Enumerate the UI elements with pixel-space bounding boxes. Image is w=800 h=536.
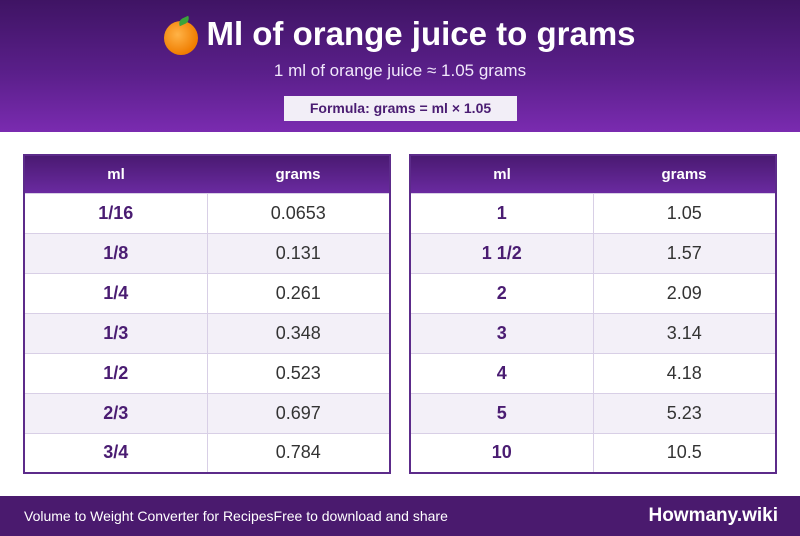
- formula-badge: Formula: grams = ml × 1.05: [284, 96, 517, 121]
- grams-cell: 2.09: [593, 272, 776, 313]
- ml-cell: 1/2: [24, 352, 208, 393]
- grams-cell: 0.697: [207, 392, 390, 433]
- conversion-table-right: ml grams 1 1.05 1 1/2 1.57 2 2.09 3 3.14 4 4.…: [409, 154, 777, 474]
- page-title: Ml of orange juice to grams: [0, 12, 800, 58]
- grams-cell: 4.18: [593, 352, 776, 393]
- table-header-row: ml grams: [410, 155, 776, 193]
- ml-cell: 1: [410, 192, 594, 233]
- ml-cell: 1/16: [24, 192, 208, 233]
- ml-cell: 3: [410, 312, 594, 353]
- column-header-ml: ml: [24, 155, 207, 193]
- subtitle: 1 ml of orange juice ≈ 1.05 grams: [273, 61, 527, 80]
- column-header-grams: grams: [207, 155, 390, 193]
- ml-cell: 2: [410, 272, 594, 313]
- grams-cell: 1.05: [593, 192, 776, 233]
- header-banner: Ml of orange juice to grams 1 ml of oran…: [0, 0, 800, 132]
- column-header-ml: ml: [410, 155, 593, 193]
- table-row: 1/2 0.523: [24, 352, 390, 393]
- grams-cell: 10.5: [593, 432, 776, 473]
- conversion-table-left: ml grams 1/16 0.0653 1/8 0.131 1/4 0.261 1/…: [23, 154, 391, 474]
- grams-cell: 0.131: [207, 232, 390, 273]
- footer-tagline-2: Free to download and share: [273, 508, 448, 524]
- grams-cell: 5.23: [593, 392, 776, 433]
- ml-cell: 1 1/2: [410, 232, 594, 273]
- ml-cell: 4: [410, 352, 594, 393]
- table-row: 1 1.05: [410, 192, 776, 233]
- ml-cell: 3/4: [24, 432, 208, 473]
- ml-cell: 5: [410, 392, 594, 433]
- table-row: 1/8 0.131: [24, 232, 390, 273]
- table-row: 5 5.23: [410, 392, 776, 433]
- grams-cell: 0.523: [207, 352, 390, 393]
- grams-cell: 3.14: [593, 312, 776, 353]
- grams-cell: 0.0653: [207, 192, 390, 233]
- table-header-row: ml grams: [24, 155, 390, 193]
- grams-cell: 0.348: [207, 312, 390, 353]
- ml-cell: 2/3: [24, 392, 208, 433]
- table-row: 2/3 0.697: [24, 392, 390, 433]
- footer-tagline-1: Volume to Weight Converter for Recipes: [24, 508, 274, 524]
- grams-cell: 0.784: [207, 432, 390, 473]
- grams-cell: 0.261: [207, 272, 390, 313]
- table-row: 2 2.09: [410, 272, 776, 313]
- table-row: 1/3 0.348: [24, 312, 390, 353]
- ml-cell: 1/8: [24, 232, 208, 273]
- ml-cell: 1/3: [24, 312, 208, 353]
- orange-icon: [164, 14, 199, 58]
- table-row: 1 1/2 1.57: [410, 232, 776, 273]
- ml-cell: 10: [410, 432, 594, 473]
- table-row: 4 4.18: [410, 352, 776, 393]
- grams-cell: 1.57: [593, 232, 776, 273]
- table-row: 1/16 0.0653: [24, 192, 390, 233]
- table-row: 3 3.14: [410, 312, 776, 353]
- title-text: Ml of orange juice to grams: [206, 15, 636, 52]
- ml-cell: 1/4: [24, 272, 208, 313]
- table-row: 3/4 0.784: [24, 432, 390, 473]
- footer-brand[interactable]: Howmany.wiki: [648, 505, 778, 526]
- column-header-grams: grams: [593, 155, 776, 193]
- table-row: 10 10.5: [410, 432, 776, 473]
- footer-tagline: Volume to Weight Converter for RecipesFr…: [24, 496, 448, 536]
- footer-bar: Volume to Weight Converter for RecipesFr…: [0, 496, 800, 536]
- table-row: 1/4 0.261: [24, 272, 390, 313]
